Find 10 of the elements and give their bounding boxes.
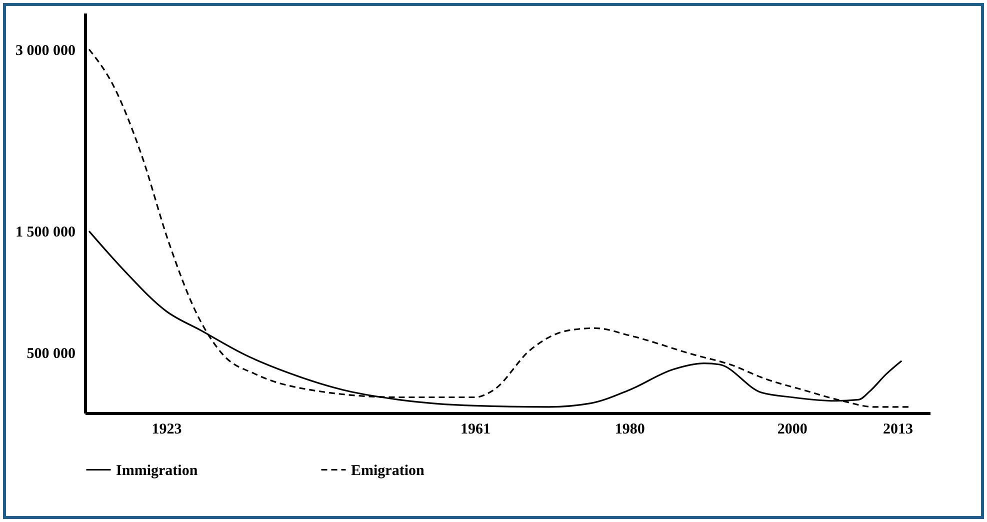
legend-label: Emigration (351, 462, 425, 479)
y-tick-label: 3 000 000 (16, 42, 76, 59)
x-tick-label: 1980 (614, 422, 645, 438)
legend-label: Immigration (116, 462, 198, 479)
x-tick-label: 1961 (460, 422, 490, 438)
x-tick-label: 2000 (777, 422, 808, 438)
x-tick-label: 2013 (883, 422, 913, 438)
y-tick-label: 1 500 000 (16, 224, 76, 241)
y-tick-label: 500 000 (26, 346, 76, 362)
x-tick-label: 1923 (152, 422, 182, 438)
